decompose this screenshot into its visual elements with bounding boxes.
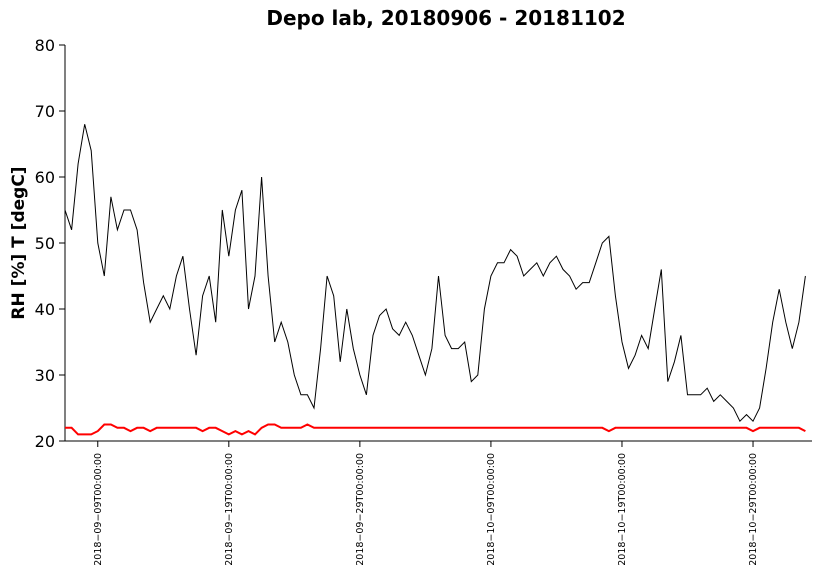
y-tick-label: 30: [35, 366, 55, 385]
data-line: [65, 423, 806, 436]
x-tick-label: 2018−10−19T00:00:00: [617, 453, 628, 566]
y-tick-label: 80: [35, 36, 55, 55]
y-axis-label: RH [%] T [degC]: [9, 166, 29, 319]
y-tick-label: 60: [35, 168, 55, 187]
y-tick-label: 20: [35, 432, 55, 451]
x-tick-label: 2018−10−29T00:00:00: [748, 453, 759, 566]
y-tick-label: 50: [35, 234, 55, 253]
x-tick-label: 2018−09−09T00:00:00: [93, 453, 104, 566]
chart-title: Depo lab, 20180906 - 20181102: [266, 6, 625, 30]
y-tick-label: 70: [35, 102, 55, 121]
y-tick-label: 40: [35, 300, 55, 319]
x-tick-label: 2018−09−19T00:00:00: [224, 453, 235, 566]
x-tick-label: 2018−10−09T00:00:00: [486, 453, 497, 566]
data-line: [64, 124, 806, 423]
x-tick-label: 2018−09−29T00:00:00: [355, 453, 366, 566]
